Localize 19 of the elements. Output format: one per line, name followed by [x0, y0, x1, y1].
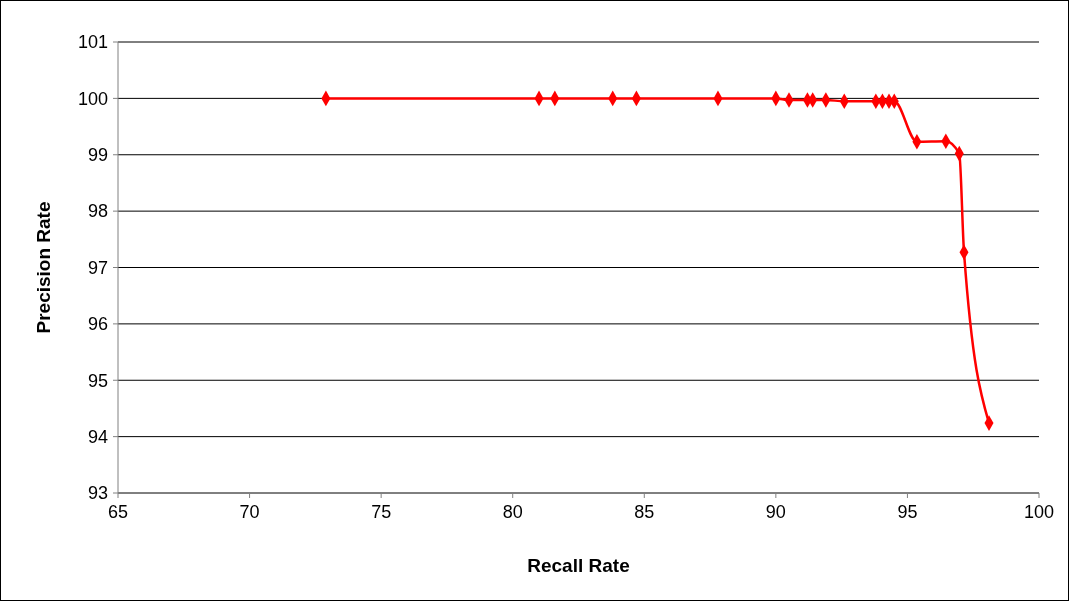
y-tick-label: 93 [87, 483, 108, 504]
y-tick-label: 94 [87, 426, 108, 447]
x-axis-title: Recall Rate [527, 555, 630, 576]
y-tick-label: 95 [87, 370, 108, 391]
y-axis-title: Precision Rate [33, 201, 54, 334]
y-tick-label: 97 [87, 257, 108, 278]
x-tick-label: 95 [897, 502, 918, 522]
y-tick-label: 98 [87, 201, 108, 222]
x-tick-label: 65 [107, 502, 129, 522]
x-tick-label: 75 [371, 502, 392, 522]
x-tick-label: 85 [634, 502, 655, 522]
x-tick-label: 80 [502, 502, 523, 522]
x-tick-label: 90 [765, 502, 786, 522]
x-tick-label: 100 [1023, 502, 1055, 522]
y-tick-label: 99 [87, 145, 108, 166]
y-tick-label: 100 [77, 88, 108, 109]
x-tick-label: 70 [239, 502, 260, 522]
y-tick-label: 96 [87, 314, 108, 335]
y-tick-label: 101 [77, 32, 108, 53]
